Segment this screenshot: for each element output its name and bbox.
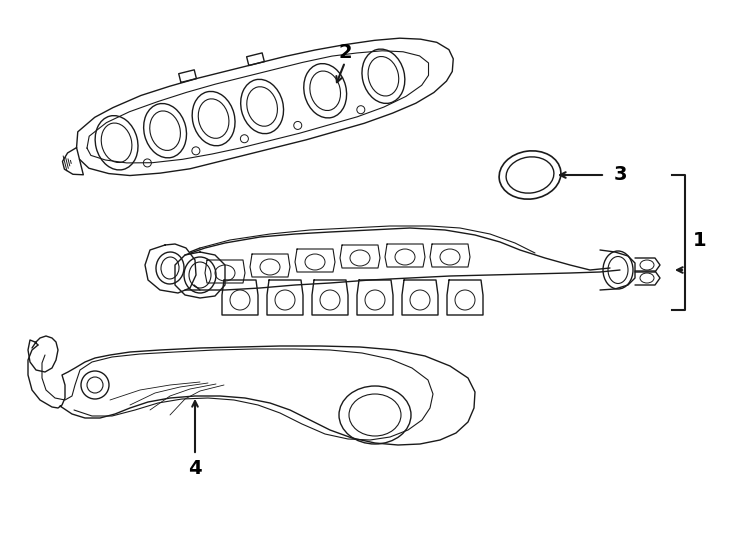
Text: 2: 2 (338, 43, 352, 62)
Text: 3: 3 (613, 165, 627, 185)
Text: 1: 1 (693, 231, 707, 249)
Text: 4: 4 (188, 458, 202, 477)
